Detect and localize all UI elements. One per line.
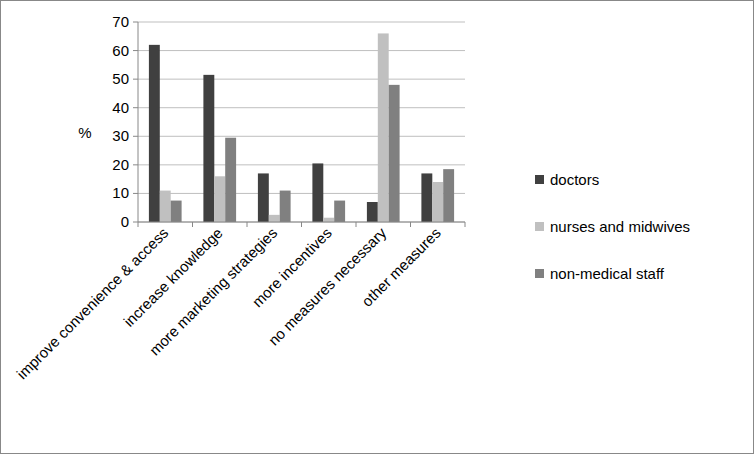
bar (171, 201, 182, 222)
legend-label: doctors (550, 171, 599, 188)
y-tick-label: 70 (112, 13, 129, 30)
grid-line (138, 107, 465, 108)
bar (378, 33, 389, 222)
bar (389, 85, 400, 222)
y-tick-label: 20 (112, 156, 129, 173)
y-tick (133, 107, 138, 108)
bar (443, 169, 454, 222)
bar (225, 138, 236, 222)
bar (312, 163, 323, 222)
y-tick-label: 60 (112, 42, 129, 59)
y-axis-label: % (78, 124, 91, 141)
legend-key (535, 269, 544, 278)
bar (323, 218, 334, 222)
grid-line (138, 136, 465, 137)
y-tick (133, 222, 138, 223)
x-tick (192, 222, 193, 227)
grid-line (138, 193, 465, 194)
bar (421, 173, 432, 222)
x-tick (138, 222, 139, 227)
bar (334, 201, 345, 222)
grid-line (138, 22, 465, 23)
x-tick-label: other measures (358, 224, 444, 310)
x-tick-label: increase knowledge (120, 224, 226, 330)
grid-line (138, 50, 465, 51)
x-tick (465, 222, 466, 227)
y-tick (133, 50, 138, 51)
bar (432, 182, 443, 222)
bar (367, 202, 378, 222)
x-tick (356, 222, 357, 227)
y-tick-label: 10 (112, 184, 129, 201)
y-axis (138, 22, 139, 222)
bar (214, 176, 225, 222)
y-tick (133, 22, 138, 23)
x-tick (301, 222, 302, 227)
x-tick (410, 222, 411, 227)
y-tick-label: 30 (112, 127, 129, 144)
y-tick (133, 136, 138, 137)
legend-key (535, 175, 544, 184)
legend-key (535, 222, 544, 231)
bar (280, 191, 291, 222)
y-tick-label: 0 (121, 213, 129, 230)
frame (1, 1, 754, 454)
y-tick-label: 50 (112, 70, 129, 87)
bars (149, 33, 454, 222)
bar (269, 215, 280, 222)
grid-line (138, 164, 465, 165)
y-tick-label: 40 (112, 99, 129, 116)
bar (149, 45, 160, 222)
chart: 010203040506070%improve convenience & ac… (0, 0, 754, 454)
bar (160, 191, 171, 222)
y-tick (133, 164, 138, 165)
x-tick (247, 222, 248, 227)
y-tick (133, 79, 138, 80)
legend-label: non-medical staff (550, 265, 665, 282)
y-tick (133, 193, 138, 194)
legend-label: nurses and midwives (550, 218, 690, 235)
grid-line (138, 79, 465, 80)
bar (258, 173, 269, 222)
bar (203, 75, 214, 222)
